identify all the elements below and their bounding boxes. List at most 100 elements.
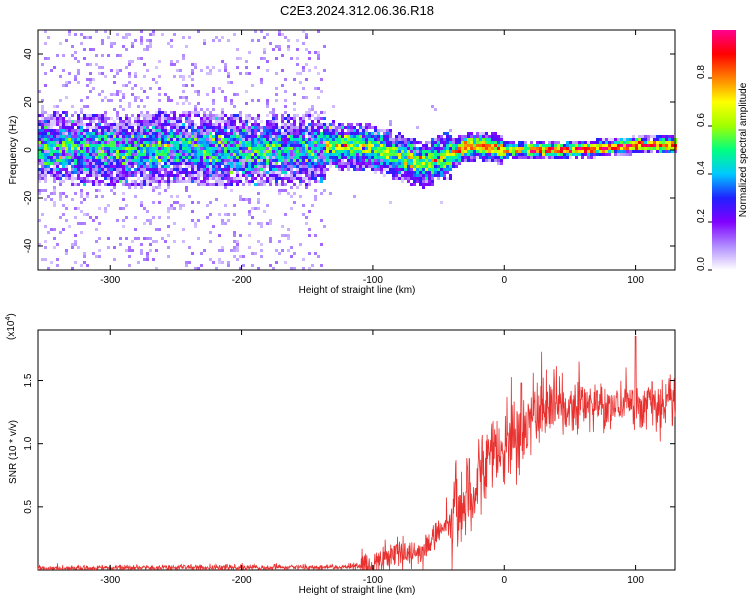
heatmap-cell bbox=[494, 159, 497, 162]
heatmap-cell bbox=[38, 174, 41, 177]
heatmap-cell bbox=[113, 183, 116, 186]
heatmap-cell bbox=[206, 117, 209, 120]
heatmap-cell bbox=[434, 168, 437, 171]
heatmap-cell bbox=[125, 114, 128, 117]
heatmap-cell bbox=[290, 195, 293, 198]
heatmap-cell bbox=[329, 126, 332, 129]
heatmap-cell bbox=[329, 132, 332, 135]
heatmap-cell bbox=[545, 144, 548, 147]
heatmap-cell bbox=[236, 147, 239, 150]
heatmap-cell bbox=[350, 153, 353, 156]
heatmap-cell bbox=[377, 168, 380, 171]
heatmap-cell bbox=[440, 135, 443, 138]
heatmap-cell bbox=[275, 135, 278, 138]
heatmap-cell bbox=[152, 123, 155, 126]
heatmap-cell bbox=[275, 147, 278, 150]
heatmap-cell bbox=[224, 129, 227, 132]
heatmap-cell bbox=[188, 114, 191, 117]
heatmap-cell bbox=[182, 228, 185, 231]
heatmap-cell bbox=[458, 150, 461, 153]
heatmap-cell bbox=[215, 135, 218, 138]
heatmap-cell bbox=[431, 147, 434, 150]
heatmap-cell bbox=[203, 132, 206, 135]
heatmap-cell bbox=[362, 144, 365, 147]
heatmap-cell bbox=[353, 156, 356, 159]
heatmap-cell bbox=[110, 168, 113, 171]
heatmap-cell bbox=[185, 120, 188, 123]
heatmap-cell bbox=[119, 120, 122, 123]
heatmap-cell bbox=[107, 129, 110, 132]
heatmap-cell bbox=[104, 114, 107, 117]
heatmap-cell bbox=[578, 150, 581, 153]
heatmap-cell bbox=[473, 147, 476, 150]
heatmap-cell bbox=[92, 162, 95, 165]
heatmap-cell bbox=[53, 165, 56, 168]
heatmap-cell bbox=[218, 162, 221, 165]
heatmap-cell bbox=[344, 153, 347, 156]
heatmap-cell bbox=[71, 246, 74, 249]
heatmap-cell bbox=[203, 123, 206, 126]
heatmap-cell bbox=[284, 117, 287, 120]
heatmap-cell bbox=[317, 141, 320, 144]
heatmap-cell bbox=[428, 165, 431, 168]
heatmap-cell bbox=[251, 180, 254, 183]
heatmap-cell bbox=[251, 129, 254, 132]
heatmap-cell bbox=[158, 93, 161, 96]
heatmap-cell bbox=[38, 153, 41, 156]
heatmap-cell bbox=[248, 150, 251, 153]
heatmap-cell bbox=[179, 96, 182, 99]
heatmap-cell bbox=[149, 117, 152, 120]
heatmap-cell bbox=[77, 162, 80, 165]
heatmap-cell bbox=[98, 135, 101, 138]
heatmap-cell bbox=[167, 132, 170, 135]
heatmap-cell bbox=[146, 135, 149, 138]
heatmap-cell bbox=[284, 147, 287, 150]
heatmap-cell bbox=[488, 153, 491, 156]
heatmap-cell bbox=[212, 168, 215, 171]
heatmap-cell bbox=[353, 126, 356, 129]
heatmap-cell bbox=[260, 129, 263, 132]
heatmap-cell bbox=[173, 174, 176, 177]
heatmap-cell bbox=[275, 168, 278, 171]
heatmap-cell bbox=[287, 180, 290, 183]
heatmap-cell bbox=[545, 153, 548, 156]
heatmap-cell bbox=[464, 156, 467, 159]
heatmap-cell bbox=[131, 45, 134, 48]
heatmap-cell bbox=[152, 165, 155, 168]
heatmap-cell bbox=[203, 126, 206, 129]
heatmap-cell bbox=[431, 171, 434, 174]
heatmap-cell bbox=[119, 153, 122, 156]
heatmap-cell bbox=[314, 174, 317, 177]
heatmap-cell bbox=[407, 162, 410, 165]
heatmap-cell bbox=[227, 183, 230, 186]
heatmap-cell bbox=[146, 174, 149, 177]
heatmap-cell bbox=[287, 162, 290, 165]
heatmap-cell bbox=[38, 177, 41, 180]
heatmap-cell bbox=[344, 156, 347, 159]
heatmap-cell bbox=[245, 198, 248, 201]
heatmap-cell bbox=[380, 159, 383, 162]
heatmap-cell bbox=[431, 165, 434, 168]
heatmap-cell bbox=[287, 228, 290, 231]
heatmap-cell bbox=[269, 42, 272, 45]
heatmap-cell bbox=[233, 141, 236, 144]
heatmap-cell bbox=[371, 144, 374, 147]
heatmap-cell bbox=[206, 180, 209, 183]
heatmap-cell bbox=[413, 174, 416, 177]
heatmap-cell bbox=[338, 162, 341, 165]
heatmap-cell bbox=[668, 150, 671, 153]
heatmap-cell bbox=[197, 237, 200, 240]
heatmap-cell bbox=[671, 135, 674, 138]
heatmap-cell bbox=[308, 162, 311, 165]
heatmap-cell bbox=[347, 129, 350, 132]
heatmap-cell bbox=[428, 159, 431, 162]
heatmap-cell bbox=[224, 174, 227, 177]
heatmap-cell bbox=[386, 141, 389, 144]
heatmap-cell bbox=[278, 144, 281, 147]
heatmap-cell bbox=[119, 69, 122, 72]
heatmap-cell bbox=[332, 153, 335, 156]
heatmap-cell bbox=[269, 156, 272, 159]
heatmap-cell bbox=[182, 162, 185, 165]
heatmap-cell bbox=[41, 105, 44, 108]
heatmap-cell bbox=[539, 150, 542, 153]
